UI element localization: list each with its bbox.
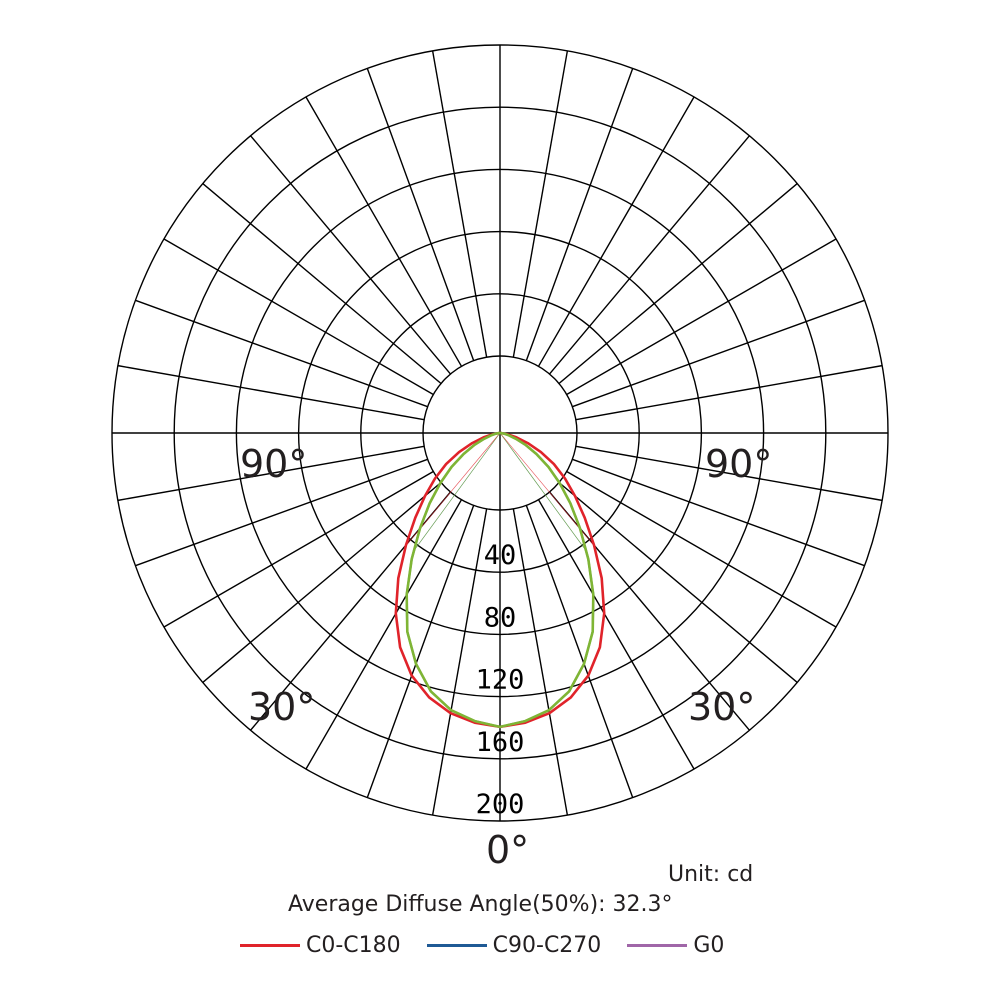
intensity-curves [394,431,606,729]
radial-tick-label-160: 160 [476,727,525,758]
unit-label: Unit: cd [668,862,754,887]
angle-label-0: 0° [486,828,529,872]
legend-swatch [426,944,487,947]
grid-spoke-300 [163,470,434,628]
grid-spoke-30 [537,499,695,770]
grid-spoke-250 [135,299,428,408]
grid-spoke-20 [525,505,634,798]
grid-spoke-310 [202,481,442,683]
grid-spoke-290 [135,458,428,567]
grid-spoke-350 [431,508,488,816]
grid-spoke-140 [548,135,750,375]
legend-swatch [627,944,688,947]
grid-spoke-80 [575,445,883,502]
grid-spoke-230 [202,183,442,385]
radial-tick-label-200: 200 [476,789,525,820]
angle-label-left-90: 90° [240,442,307,486]
legend-label: C90-C270 [492,933,602,958]
beam-edge-ray-g0 [499,432,587,552]
grid-spoke-10 [512,508,569,816]
grid-spoke-330 [305,499,463,770]
polar-grid [111,44,889,822]
grid-spoke-60 [566,470,837,628]
legend: C0-C180 C90-C270 G0 [240,933,724,958]
diffuse-angle-label: Average Diffuse Angle(50%): 32.3° [288,892,673,917]
angle-label-left-30: 30° [248,685,315,729]
grid-spoke-70 [572,458,865,567]
legend-item-c90-c270: C90-C270 [426,933,602,958]
angle-label-right-90: 90° [705,442,772,486]
legend-item-c0-c180: C0-C180 [240,933,401,958]
chart-labels: 90° 90° 30° 30° 0° [240,442,772,872]
grid-spoke-200 [366,68,475,361]
legend-label: G0 [693,933,725,958]
radial-tick-label-40: 40 [484,540,517,571]
angle-label-right-30: 30° [688,685,755,729]
grid-spoke-240 [163,238,434,396]
grid-spoke-130 [558,183,798,385]
grid-spoke-190 [431,50,488,358]
grid-spoke-220 [250,135,452,375]
grid-spoke-100 [575,364,883,421]
grid-spoke-340 [366,505,475,798]
series-curve-g0 [405,431,595,729]
grid-spoke-160 [525,68,634,361]
legend-label: C0-C180 [306,933,401,958]
grid-spoke-110 [572,299,865,408]
grid-spoke-50 [558,481,798,683]
grid-spoke-150 [537,96,695,367]
grid-spoke-260 [117,364,425,421]
legend-item-g0: G0 [627,933,724,958]
grid-spoke-170 [512,50,569,358]
legend-swatch [240,944,300,947]
grid-spoke-210 [305,96,463,367]
grid-spoke-120 [566,238,837,396]
radial-tick-labels: 40 80 120 160 200 [476,540,525,820]
beam-edge-ray-g0 [413,432,501,552]
radial-tick-label-80: 80 [484,602,517,633]
radial-tick-label-120: 120 [476,665,525,696]
grid-spoke-280 [117,445,425,502]
